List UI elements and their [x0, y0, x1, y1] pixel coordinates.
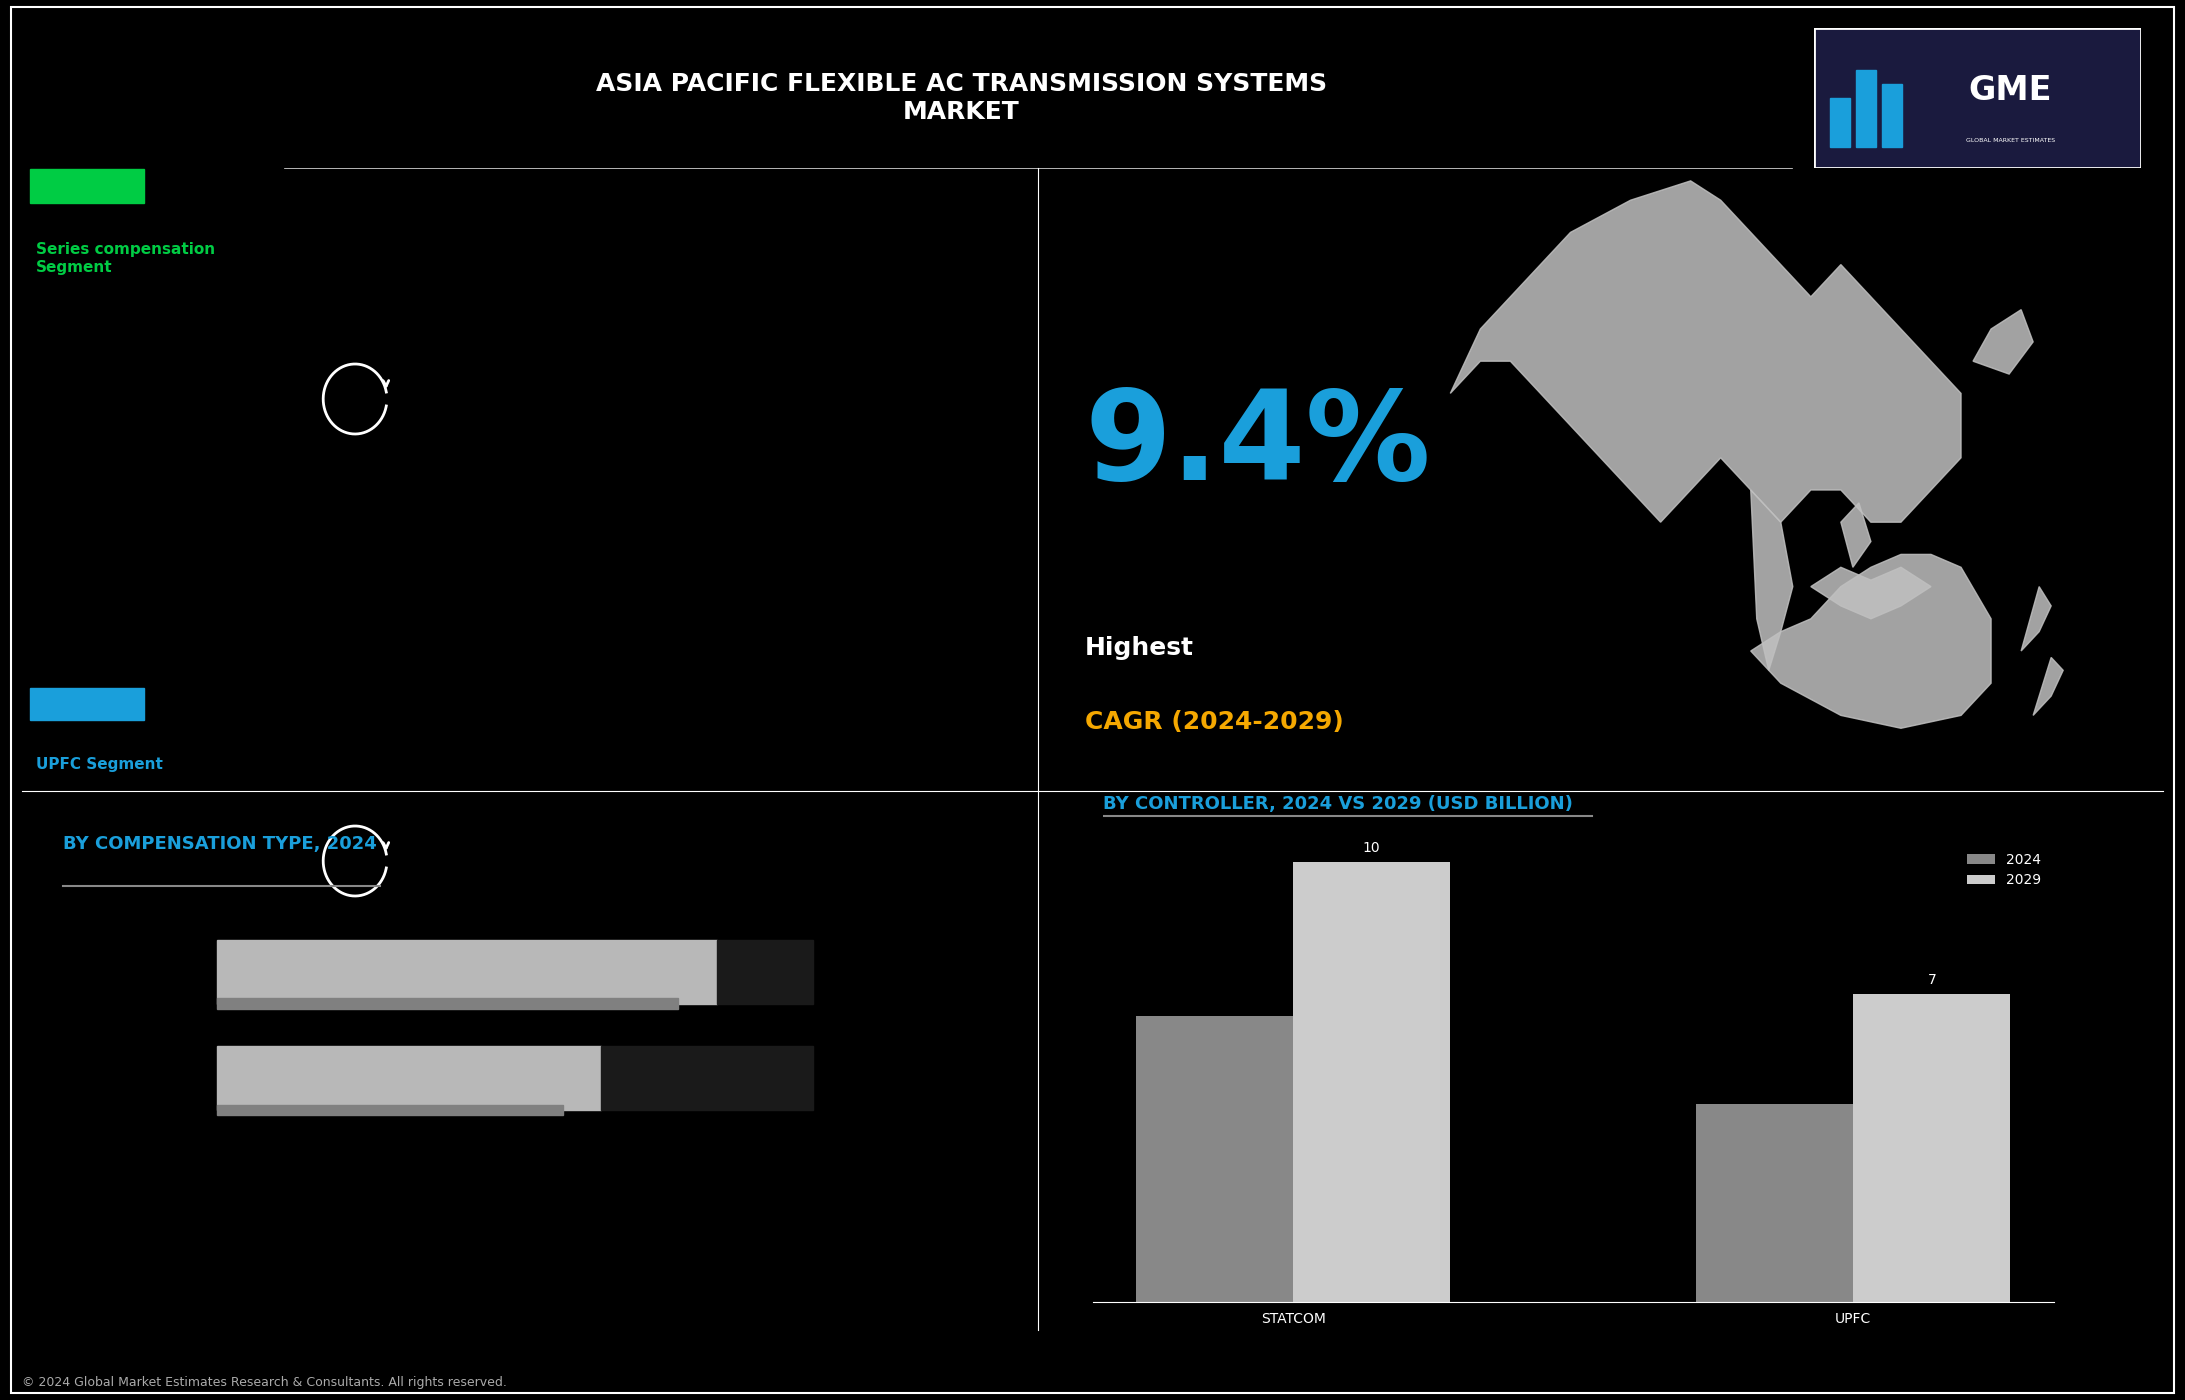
Polygon shape [1842, 503, 1870, 567]
Bar [1883, 84, 1901, 147]
Text: Highest: Highest [1084, 637, 1193, 661]
Bar [717, 939, 813, 1004]
Text: Series compensation
Segment: Series compensation Segment [35, 242, 214, 274]
Text: GME: GME [1969, 74, 2052, 108]
Text: ASIA PACIFIC FLEXIBLE AC TRANSMISSION SYSTEMS
MARKET: ASIA PACIFIC FLEXIBLE AC TRANSMISSION SY… [597, 71, 1326, 125]
Bar [216, 939, 717, 1004]
Polygon shape [1451, 181, 1962, 522]
Polygon shape [1973, 309, 2032, 374]
Bar [1853, 994, 2010, 1302]
Bar [1136, 1016, 1294, 1302]
Text: GLOBAL MARKET ESTIMATES: GLOBAL MARKET ESTIMATES [1966, 137, 2054, 143]
Bar [31, 687, 144, 720]
Legend: 2024, 2029: 2024, 2029 [1962, 847, 2047, 893]
Polygon shape [1750, 490, 1792, 671]
Bar [31, 169, 144, 203]
Bar [1294, 862, 1451, 1302]
Text: UPFC Segment: UPFC Segment [35, 757, 164, 773]
Polygon shape [1750, 554, 1991, 728]
Bar [216, 1105, 564, 1116]
Text: 9.4%: 9.4% [1084, 385, 1431, 505]
Text: © 2024 Global Market Estimates Research & Consultants. All rights reserved.: © 2024 Global Market Estimates Research … [22, 1376, 507, 1389]
Bar [1831, 98, 1849, 147]
Bar [1696, 1105, 1853, 1302]
Bar [216, 998, 677, 1009]
Text: 7: 7 [1927, 973, 1936, 987]
Text: 10: 10 [1363, 841, 1381, 855]
Bar [1857, 70, 1875, 147]
Text: The UPFC segment is
expected to be the fastest-
growing segment as per the
contr: The UPFC segment is expected to be the f… [35, 869, 225, 927]
Text: CAGR (2024-2029): CAGR (2024-2029) [1084, 710, 1344, 735]
Text: The series compensation
segment is expected to be the
largest segment as per the: The series compensation segment is expec… [35, 350, 240, 407]
Bar [216, 1046, 601, 1110]
Polygon shape [2032, 658, 2063, 715]
Polygon shape [1811, 567, 1932, 619]
Bar [601, 1046, 813, 1110]
Polygon shape [2021, 587, 2052, 651]
Text: BY COMPENSATION TYPE, 2024: BY COMPENSATION TYPE, 2024 [63, 836, 376, 853]
Text: BY CONTROLLER, 2024 VS 2029 (USD BILLION): BY CONTROLLER, 2024 VS 2029 (USD BILLION… [1103, 795, 1573, 813]
